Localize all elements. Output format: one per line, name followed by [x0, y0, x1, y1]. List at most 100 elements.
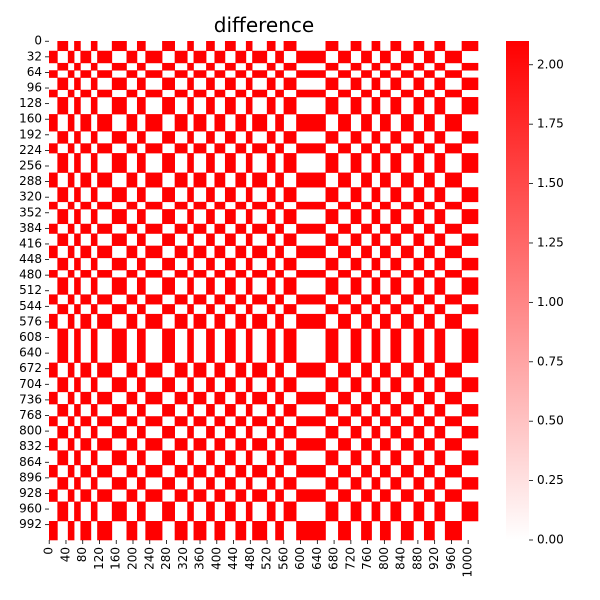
heatmap-cell	[136, 41, 146, 52]
heatmap-cell	[80, 489, 92, 502]
heatmap-cell	[224, 477, 236, 490]
heatmap-cell	[371, 62, 381, 71]
heatmap-cell	[325, 233, 339, 246]
heatmap-cell	[67, 294, 75, 305]
heatmap-cell	[206, 277, 215, 295]
y-tick-label: 32	[27, 49, 42, 63]
heatmap-cell	[80, 294, 92, 305]
heatmap-cell	[252, 89, 268, 98]
heatmap-cell	[266, 153, 276, 173]
heatmap-cell	[67, 313, 75, 329]
y-tick-label: 768	[19, 408, 42, 422]
heatmap-cell	[275, 223, 284, 234]
y-tick-label: 288	[19, 174, 42, 188]
heatmap-cell	[338, 464, 351, 478]
heatmap-cell	[275, 438, 284, 451]
heatmap-cell	[206, 209, 215, 225]
heatmap-cell	[461, 153, 479, 173]
heatmap-cell	[461, 404, 479, 417]
heatmap-cell	[338, 114, 351, 132]
y-tick-label: 416	[19, 236, 42, 250]
heatmap-cell	[325, 62, 339, 71]
heatmap-cell	[444, 89, 462, 98]
heatmap-cell	[90, 233, 98, 246]
heatmap-cell	[126, 114, 138, 132]
heatmap-cell	[136, 257, 146, 271]
heatmap-cell	[97, 489, 113, 502]
heatmap-cell	[361, 172, 372, 188]
heatmap-cell	[423, 464, 435, 478]
heatmap-cell	[97, 50, 113, 64]
y-tick-label: 832	[19, 439, 42, 453]
heatmap-cell	[325, 41, 339, 52]
heatmap-cell	[187, 277, 194, 295]
heatmap-cell	[67, 489, 75, 502]
heatmap-cell	[434, 425, 446, 439]
heatmap-cell	[283, 97, 297, 115]
heatmap-cell	[136, 62, 146, 71]
heatmap-cell	[350, 477, 362, 490]
heatmap-cell	[361, 521, 372, 541]
heatmap-cell	[67, 70, 75, 78]
heatmap-cell	[235, 521, 247, 541]
heatmap-cell	[361, 201, 372, 210]
heatmap-cell	[434, 404, 446, 417]
heatmap-cell	[126, 313, 138, 329]
heatmap-cell	[67, 438, 75, 451]
heatmap-cell	[224, 450, 236, 466]
heatmap-cell	[145, 172, 163, 188]
heatmap-cell	[80, 70, 92, 78]
heatmap-cell	[461, 328, 479, 363]
heatmap-cell	[49, 391, 58, 405]
heatmap-cell	[245, 477, 253, 490]
heatmap-cell	[126, 521, 138, 541]
heatmap-cell	[325, 328, 339, 363]
heatmap-cell	[90, 304, 98, 315]
heatmap-cell	[206, 97, 215, 115]
x-tick-label: 640	[310, 547, 324, 570]
heatmap-cell	[193, 270, 207, 278]
heatmap-cell	[235, 416, 247, 427]
heatmap-cell	[126, 172, 138, 188]
heatmap-cell	[111, 77, 127, 91]
heatmap-cell	[162, 77, 175, 91]
heatmap-cell	[245, 233, 253, 246]
heatmap-cell	[97, 391, 113, 405]
heatmap-cell	[224, 187, 236, 203]
heatmap-cell	[400, 70, 414, 78]
heatmap-cell	[111, 153, 127, 173]
heatmap-cell	[97, 172, 113, 188]
heatmap-cell	[252, 313, 268, 329]
heatmap-cell	[361, 391, 372, 405]
heatmap-cell	[245, 328, 253, 363]
heatmap-cell	[224, 77, 236, 91]
heatmap-cell	[57, 97, 69, 115]
heatmap-cell	[423, 89, 435, 98]
heatmap-cell	[350, 377, 362, 393]
heatmap-cell	[57, 501, 69, 522]
heatmap-cell	[338, 50, 351, 64]
heatmap-cell	[350, 277, 362, 295]
heatmap-cell	[444, 294, 462, 305]
heatmap-cell	[371, 425, 381, 439]
heatmap-cell	[193, 223, 207, 234]
heatmap-cell	[187, 404, 194, 417]
heatmap-cell	[80, 89, 92, 98]
heatmap-cell	[296, 294, 326, 305]
heatmap-cell	[206, 477, 215, 490]
heatmap-cell	[224, 257, 236, 271]
heatmap-cell	[266, 97, 276, 115]
heatmap-cell	[90, 425, 98, 439]
heatmap-cell	[145, 294, 163, 305]
heatmap-cell	[400, 223, 414, 234]
heatmap-cell	[444, 70, 462, 78]
heatmap-cell	[400, 294, 414, 305]
heatmap-cell	[252, 489, 268, 502]
heatmap-cell	[193, 143, 207, 154]
heatmap-cell	[296, 521, 326, 541]
heatmap-cell	[413, 257, 425, 271]
heatmap-cell	[350, 97, 362, 115]
heatmap-cell	[67, 245, 75, 259]
heatmap-cell	[67, 521, 75, 541]
